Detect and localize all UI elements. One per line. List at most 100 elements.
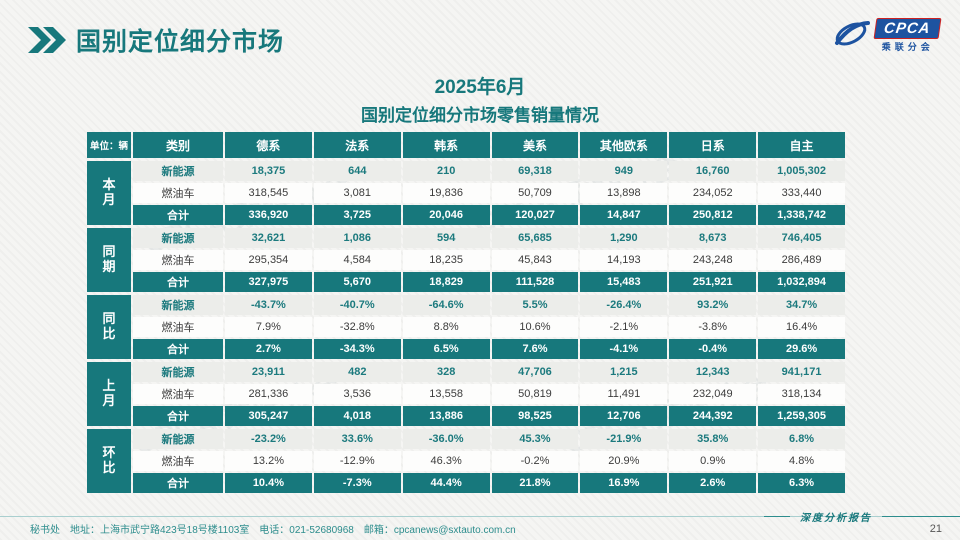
- slide-footer: 深度分析报告 秘书处 地址：上海市武宁路423号18号楼1103室 电话：021…: [0, 513, 960, 540]
- table-cell: 333,440: [758, 183, 845, 203]
- table-cell: 18,375: [225, 161, 312, 181]
- group-label-1: 同期: [87, 228, 131, 292]
- contact-info: 秘书处 地址：上海市武宁路423号18号楼1103室 电话：021-526809…: [30, 525, 516, 536]
- table-cell: 295,354: [225, 250, 312, 270]
- table-cell: -32.8%: [313, 317, 401, 337]
- table-cell: 336,920: [225, 205, 312, 225]
- group-label-2: 同比: [87, 295, 131, 359]
- table-cell: 328: [402, 362, 490, 382]
- column-header-3: 美系: [491, 132, 579, 158]
- table-cell: -4.1%: [580, 339, 668, 359]
- table-cell: 2.7%: [225, 339, 312, 359]
- row-label-ice: 燃油车: [133, 384, 223, 404]
- table-cell: 120,027: [491, 205, 579, 225]
- table-cell: 18,235: [402, 250, 490, 270]
- table-cell: 32,621: [225, 228, 312, 248]
- table-cell: 13.2%: [225, 451, 312, 471]
- table-cell: 10.6%: [491, 317, 579, 337]
- table-cell: -43.7%: [225, 295, 312, 315]
- table-cell: 949: [580, 161, 668, 181]
- group-label-0: 本月: [87, 161, 131, 225]
- column-header-4: 其他欧系: [580, 132, 668, 158]
- table-cell: 6.8%: [758, 429, 845, 449]
- deep-report-dash-right: [882, 516, 960, 517]
- table-cell: 20,046: [402, 205, 490, 225]
- table-cell: 35.8%: [669, 429, 757, 449]
- table-cell: -3.8%: [669, 317, 757, 337]
- table-cell: 46.3%: [402, 451, 490, 471]
- row-label-total: 合计: [133, 473, 223, 493]
- table-cell: -36.0%: [402, 429, 490, 449]
- table-cell: 33.6%: [313, 429, 401, 449]
- table-cell: 20.9%: [580, 451, 668, 471]
- row-label-nev: 新能源: [133, 161, 223, 181]
- table-cell: 3,725: [313, 205, 401, 225]
- deep-report-dash-left: [764, 516, 790, 517]
- row-label-total: 合计: [133, 339, 223, 359]
- column-header-0: 德系: [225, 132, 312, 158]
- table-cell: 111,528: [491, 272, 579, 292]
- table-cell: 1,259,305: [758, 406, 845, 426]
- table-cell: 6.3%: [758, 473, 845, 493]
- table-cell: -26.4%: [580, 295, 668, 315]
- table-cell: 98,525: [491, 406, 579, 426]
- cpca-swoosh-icon: [831, 16, 871, 55]
- table-cell: -0.2%: [491, 451, 579, 471]
- table-cell: 305,247: [225, 406, 312, 426]
- table-cell: 12,706: [580, 406, 668, 426]
- row-label-nev: 新能源: [133, 228, 223, 248]
- category-header: 类别: [133, 132, 223, 158]
- table-cell: 13,886: [402, 406, 490, 426]
- deep-report-label: 深度分析报告: [764, 509, 960, 524]
- table-cell: 21.8%: [491, 473, 579, 493]
- table-cell: 10.4%: [225, 473, 312, 493]
- table-cell: 251,921: [669, 272, 757, 292]
- table-cell: -0.4%: [669, 339, 757, 359]
- table-cell: 210: [402, 161, 490, 181]
- cpca-logo-text: CPCA: [874, 18, 942, 39]
- table-cell: 232,049: [669, 384, 757, 404]
- table-cell: 50,819: [491, 384, 579, 404]
- table-cell: 1,290: [580, 228, 668, 248]
- page-title: 国别定位细分市场: [76, 28, 285, 56]
- row-label-ice: 燃油车: [133, 250, 223, 270]
- column-header-2: 韩系: [402, 132, 490, 158]
- table-cell: 1,215: [580, 362, 668, 382]
- table-cell: 243,248: [669, 250, 757, 270]
- row-label-total: 合计: [133, 406, 223, 426]
- table-cell: 11,491: [580, 384, 668, 404]
- table-cell: 15,483: [580, 272, 668, 292]
- table-cell: 6.5%: [402, 339, 490, 359]
- footer-divider: [0, 516, 960, 517]
- row-label-nev: 新能源: [133, 295, 223, 315]
- group-label-text: 同期: [102, 244, 116, 274]
- table-cell: 746,405: [758, 228, 845, 248]
- table-cell: 482: [313, 362, 401, 382]
- table-group-0: 本月 新能源 18,375 644 210 69,318 949 16,760 1,005,30…: [87, 161, 845, 225]
- table-cell: 318,545: [225, 183, 312, 203]
- row-label-total: 合计: [133, 272, 223, 292]
- row-label-nev: 新能源: [133, 362, 223, 382]
- table-cell: 250,812: [669, 205, 757, 225]
- table-title: 2025年6月 国别定位细分市场零售销量情况: [0, 72, 960, 126]
- table-cell: -2.1%: [580, 317, 668, 337]
- double-chevron-icon: [28, 27, 66, 53]
- table-cell: -12.9%: [313, 451, 401, 471]
- table-cell: 12,343: [669, 362, 757, 382]
- table-cell: 286,489: [758, 250, 845, 270]
- column-header-1: 法系: [313, 132, 401, 158]
- table-cell: 5.5%: [491, 295, 579, 315]
- group-label-3: 上月: [87, 362, 131, 426]
- table-cell: 18,829: [402, 272, 490, 292]
- table-cell: 7.6%: [491, 339, 579, 359]
- group-label-4: 环比: [87, 429, 131, 493]
- table-cell: 3,081: [313, 183, 401, 203]
- table-cell: 1,338,742: [758, 205, 845, 225]
- table-cell: 69,318: [491, 161, 579, 181]
- table-cell: 3,536: [313, 384, 401, 404]
- table-cell: 13,558: [402, 384, 490, 404]
- group-label-text: 同比: [102, 311, 116, 341]
- table-cell: 4,018: [313, 406, 401, 426]
- table-cell: 327,975: [225, 272, 312, 292]
- row-label-total: 合计: [133, 205, 223, 225]
